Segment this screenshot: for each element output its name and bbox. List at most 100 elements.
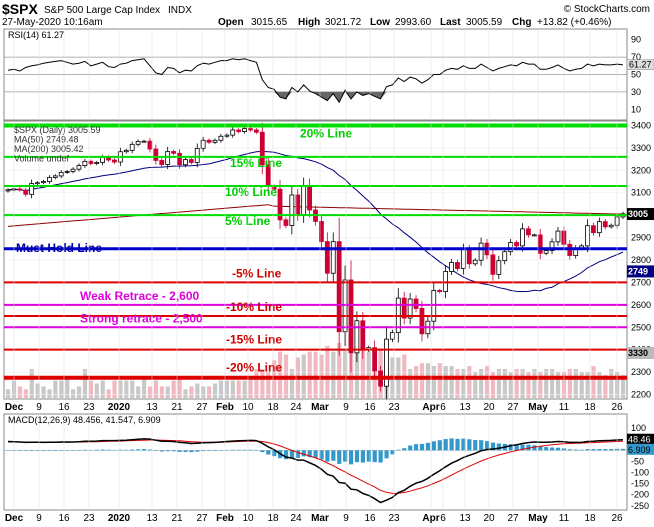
price-plot: 3400330032003100300029002800270026002500… xyxy=(4,120,654,400)
candle-body xyxy=(141,140,147,143)
chg-value: +13.82 (+0.46%) xyxy=(537,17,612,28)
ma50-tag: 2749 xyxy=(628,266,648,276)
macd-histogram-bar xyxy=(567,449,572,451)
macd-histogram-bar xyxy=(272,450,277,457)
macd-histogram-bar xyxy=(609,449,614,451)
volume-bar xyxy=(236,380,241,398)
candle-body xyxy=(17,188,23,191)
macd-histogram-bar xyxy=(159,450,164,452)
price-tick-label: 2200 xyxy=(631,390,651,400)
x-axis-label-lower: 23 xyxy=(83,513,95,524)
macd-histogram-bar xyxy=(396,449,401,451)
volume-bar xyxy=(17,386,23,398)
macd-histogram-bar xyxy=(449,438,454,451)
price-tick-label: 3200 xyxy=(631,165,651,175)
x-axis-label-upper: 6 xyxy=(440,402,446,413)
candle-body xyxy=(212,139,218,143)
candle-body xyxy=(94,162,100,164)
volume-bar xyxy=(449,366,454,398)
volume-bar xyxy=(230,380,235,398)
volume-bar xyxy=(567,369,572,398)
candle-body xyxy=(5,189,11,192)
annotation-label: 20% Line xyxy=(300,126,352,140)
macd-histogram-bar xyxy=(207,450,212,451)
volume-bar xyxy=(532,369,537,398)
x-axis-label-upper: 13 xyxy=(459,402,471,413)
price-tick-label: 2500 xyxy=(631,322,651,332)
candle-body xyxy=(360,320,366,351)
rsi-tick-label: 30 xyxy=(631,87,641,97)
x-axis-label-upper: Mar xyxy=(311,402,329,413)
candle-body xyxy=(543,250,549,254)
candle-body xyxy=(342,279,348,333)
last-price-tag: 3005 xyxy=(628,209,648,219)
candle-body xyxy=(525,228,531,236)
candle-body xyxy=(449,262,454,272)
candle-body xyxy=(413,298,419,309)
volume-tag-box xyxy=(627,347,654,359)
x-axis-label-upper: 9 xyxy=(36,402,42,413)
volume-bar xyxy=(419,363,425,398)
volume-bar xyxy=(425,363,431,398)
candle-body xyxy=(419,308,425,335)
macd-histogram-bar xyxy=(118,449,123,451)
x-axis-label-lower: 2020 xyxy=(108,513,131,524)
volume-bar xyxy=(88,380,93,398)
volume-bar xyxy=(467,366,472,398)
volume-bar xyxy=(6,389,11,398)
candle-body xyxy=(466,249,472,265)
macd-histogram-bar xyxy=(35,450,40,451)
rsi-line xyxy=(7,58,624,104)
candle-body xyxy=(52,175,58,178)
candle-body xyxy=(478,242,484,261)
macd-histogram-bar xyxy=(331,450,336,461)
candle-body xyxy=(372,347,378,372)
macd-histogram-bar xyxy=(597,449,602,451)
volume-bar xyxy=(621,374,626,398)
volume-bar xyxy=(343,348,348,398)
volume-bar xyxy=(82,369,88,398)
macd-histogram-bar xyxy=(124,449,129,451)
macd-histogram-bar xyxy=(431,441,436,451)
volume-bar xyxy=(550,369,555,398)
macd-tick-label: -50 xyxy=(631,456,644,466)
macd-histogram-bar xyxy=(177,450,182,452)
price-tick-label: 2300 xyxy=(631,367,651,377)
low-value: 2993.60 xyxy=(395,17,432,28)
macd-histogram-bar xyxy=(467,439,472,451)
volume-bar xyxy=(502,369,507,398)
x-axis-label-lower: 20 xyxy=(483,513,495,524)
macd-histogram-bar xyxy=(254,449,259,451)
volume-bar xyxy=(147,386,153,398)
rsi-tick-label: 70 xyxy=(631,52,641,62)
volume-bar xyxy=(573,369,578,398)
rsi-tick-label: 10 xyxy=(631,104,641,114)
macd-histogram-bar xyxy=(372,450,377,463)
macd-histogram-bar xyxy=(100,449,105,451)
candle-body xyxy=(407,298,413,319)
macd-histogram-bar xyxy=(621,448,626,451)
last-price-tag-box xyxy=(627,208,654,221)
volume-bar xyxy=(455,369,460,398)
symbol: $SPX xyxy=(2,1,38,17)
candle-body xyxy=(200,139,206,149)
volume-bar xyxy=(118,380,123,398)
macd-value-tag: 48.46 xyxy=(628,435,651,445)
macd-histogram-bar xyxy=(343,450,348,462)
volume-bar xyxy=(538,371,543,398)
macd-histogram-bar xyxy=(289,450,295,459)
candle-body xyxy=(289,194,295,226)
volume-bar xyxy=(526,371,531,398)
volume-bar xyxy=(195,383,200,398)
macd-histogram-bar xyxy=(301,450,306,457)
macd-tick-label: -200 xyxy=(631,490,649,500)
macd-histogram-bar xyxy=(153,450,159,451)
candle-body xyxy=(58,171,64,177)
candle-body xyxy=(455,262,460,269)
volume-bar xyxy=(585,371,590,398)
price-tick-label: 3300 xyxy=(631,143,651,153)
x-axis-label-lower: Mar xyxy=(311,513,329,524)
annotation-label: 15% Line xyxy=(230,156,282,170)
volume-bar xyxy=(94,383,99,398)
